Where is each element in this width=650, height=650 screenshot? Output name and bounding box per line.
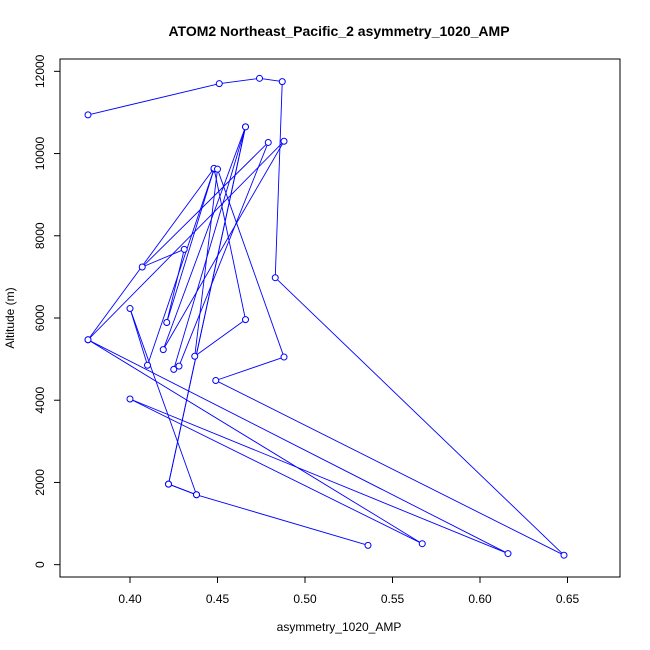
x-tick-label: 0.55 [381, 592, 405, 606]
series-line-segment [141, 142, 269, 268]
series-line-segment [173, 126, 246, 370]
series-line-segment [87, 339, 423, 545]
data-point [214, 165, 221, 173]
y-tick-label: 4000 [33, 387, 47, 414]
data-point [271, 274, 279, 282]
data-point [560, 551, 568, 559]
data-point [242, 316, 249, 324]
series-line-segment [87, 339, 509, 554]
series-line-segment [129, 398, 509, 554]
y-tick-label: 10000 [33, 137, 47, 171]
data-point [126, 395, 134, 403]
x-axis: 0.40 0.45 0.50 0.55 0.60 0.65 [118, 576, 580, 606]
data-point [504, 550, 512, 558]
data-point [256, 74, 263, 82]
series-line-segment [194, 319, 246, 357]
data-point [418, 540, 426, 548]
series-line-segment [129, 398, 423, 545]
series-line-segment [87, 168, 215, 341]
data-point [212, 376, 220, 384]
series-line-segment [162, 126, 246, 350]
data-point [264, 138, 272, 146]
y-tick-label: 8000 [33, 222, 47, 249]
data-point [191, 352, 199, 360]
data-point [364, 541, 372, 549]
data-point [280, 137, 288, 145]
y-tick-label: 12000 [33, 54, 47, 88]
data-point [170, 365, 178, 373]
series-line-segment [219, 77, 260, 85]
series-line-segment [162, 140, 285, 350]
data-point [159, 346, 167, 354]
data-point [215, 80, 223, 88]
x-tick-label: 0.65 [556, 592, 580, 606]
data-point [242, 123, 249, 131]
data-point [144, 361, 151, 369]
y-axis-label: Altitude (m) [3, 287, 17, 348]
y-tick-label: 0 [33, 561, 47, 568]
series-line-segment [196, 494, 369, 546]
series-line-segment [274, 277, 565, 556]
y-tick-label: 2000 [33, 469, 47, 496]
series-line-segment [178, 142, 269, 367]
series-line-segment [194, 169, 218, 357]
data-point [193, 491, 200, 499]
series-line-segment [217, 169, 285, 358]
series-line-segment [274, 81, 283, 278]
data-point [278, 78, 286, 86]
data-point [163, 319, 171, 327]
data-point [180, 245, 188, 253]
x-tick-label: 0.45 [206, 592, 230, 606]
series-line-segment [215, 380, 565, 556]
series-line-segment [87, 83, 220, 116]
x-tick-label: 0.40 [118, 592, 142, 606]
data-point [126, 305, 134, 313]
series-line-segment [166, 169, 215, 323]
series-lines [87, 77, 565, 556]
data-point [280, 353, 288, 361]
x-tick-label: 0.60 [468, 592, 492, 606]
series-line-segment [213, 168, 246, 320]
series-points [84, 74, 568, 559]
data-point [84, 111, 92, 119]
series-line-segment [168, 483, 197, 496]
data-point [165, 480, 172, 488]
x-tick-label: 0.50 [293, 592, 317, 606]
x-axis-label: asymmetry_1020_AMP [277, 620, 402, 634]
chart-title: ATOM2 Northeast_Pacific_2 asymmetry_1020… [168, 23, 509, 39]
series-line-segment [166, 249, 185, 323]
series-line-segment [142, 248, 185, 268]
y-axis: 0 2000 4000 6000 8000 10000 12000 [33, 54, 61, 568]
series-line-segment [87, 140, 285, 341]
data-point [84, 336, 92, 344]
series-line-segment [259, 77, 283, 83]
series-line-segment [147, 169, 215, 366]
data-point [175, 362, 183, 370]
series-line-segment [129, 308, 197, 495]
series-line-segment [215, 356, 285, 381]
data-point [138, 263, 146, 271]
y-tick-label: 6000 [33, 304, 47, 331]
